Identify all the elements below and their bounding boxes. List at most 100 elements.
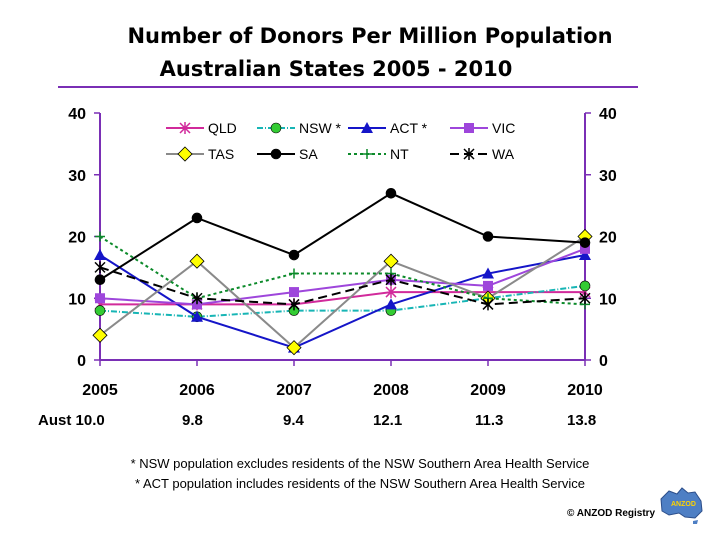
y-tick-label-left: 10 [68, 291, 86, 308]
aust-label: Aust 10.0 [38, 412, 105, 429]
data-point-wa [385, 273, 397, 286]
data-point-nt [95, 231, 105, 242]
legend-label: QLD [208, 120, 237, 136]
data-point-vic-shape [483, 280, 493, 291]
data-point-vic [289, 287, 299, 298]
y-tick-label-right: 40 [599, 106, 617, 123]
data-point-sa [94, 274, 106, 286]
footnote-act: * ACT population includes residents of t… [135, 476, 585, 491]
data-point-vic [192, 299, 202, 310]
copyright-text: © ANZOD Registry [567, 508, 656, 519]
legend-item-qld: QLD [166, 120, 237, 136]
data-point-tas [383, 253, 399, 269]
data-point-tas-shape [383, 253, 399, 269]
data-point-sa-shape [385, 187, 397, 199]
y-tick-label-right: 10 [599, 291, 617, 308]
aust-value-2009: 11.3 [475, 412, 504, 429]
data-point-tas [286, 340, 302, 356]
data-point-vic [483, 280, 493, 291]
legend-item-tas: TAS [166, 146, 234, 162]
series-line-qld [100, 291, 585, 306]
x-tick-label: 2010 [567, 382, 603, 399]
data-point-qld [385, 286, 397, 299]
data-point-sa [579, 237, 591, 248]
data-point-act-shape [191, 310, 203, 322]
legend-label: NSW * [299, 120, 342, 136]
data-point-tas-shape [92, 327, 108, 343]
aust-value-2006: 9.8 [182, 412, 203, 429]
data-point-wa-shape [579, 292, 591, 305]
data-point-sa-shape [482, 231, 494, 242]
data-point-wa-shape [191, 292, 203, 305]
legend-marker [362, 149, 372, 159]
chart-title-line2: Australian States 2005 - 2010 [159, 57, 513, 81]
series-line-sa [99, 192, 586, 281]
data-point-nsw-shape [94, 305, 106, 316]
y-tick-label-left: 40 [68, 106, 86, 123]
data-point-nsw-shape [579, 280, 591, 292]
series-line-tas [99, 235, 586, 349]
legend-marker-shape [270, 148, 282, 160]
data-point-tas [92, 327, 108, 343]
data-point-sa [385, 187, 397, 199]
line-chart: 0 0 10 10 20 20 30 30 40 40 2005 2006 2007 2008 2009 20… [68, 106, 617, 399]
x-tick-label: 2008 [373, 382, 409, 399]
data-point-act-shape [94, 249, 106, 261]
legend-item-act: ACT * [348, 120, 428, 136]
footnote-nsw: * NSW population excludes residents of t… [130, 456, 590, 471]
series-line-vic [99, 247, 586, 306]
data-point-wa-shape [94, 261, 106, 274]
legend-item-vic: VIC [450, 120, 515, 136]
data-point-nt [289, 268, 299, 279]
aust-value-2008: 12.1 [373, 412, 403, 429]
data-point-sa-shape [94, 274, 106, 286]
legend-item-nt: NT [348, 146, 409, 162]
data-point-wa [482, 298, 494, 311]
chart-title-line1: Number of Donors Per Million Population [127, 24, 613, 48]
x-tick-label: 2006 [179, 382, 215, 399]
x-tick-label: 2009 [470, 382, 506, 399]
series-sa [94, 187, 591, 286]
data-point-nt-shape [95, 231, 105, 242]
legend-marker-shape [179, 122, 191, 134]
data-point-act [482, 267, 494, 279]
legend-label: SA [299, 146, 318, 162]
legend-marker [270, 122, 282, 134]
legend-item-wa: WA [450, 146, 515, 162]
data-point-wa-shape [288, 298, 300, 311]
legend-marker [270, 148, 282, 160]
series-line-nsw [99, 284, 586, 318]
data-point-vic [580, 243, 590, 254]
legend-marker-shape [464, 123, 474, 133]
y-tick-label-left: 30 [68, 168, 86, 185]
legend-marker-shape [270, 122, 282, 134]
data-point-vic-shape [289, 287, 299, 298]
series-line-wa [99, 266, 586, 306]
data-point-act-shape [385, 298, 397, 310]
data-point-wa-shape [385, 273, 397, 286]
legend-label: NT [390, 146, 409, 162]
series-nsw [94, 280, 591, 323]
series-line-act [99, 254, 586, 349]
y-tick-label-left: 0 [77, 353, 86, 370]
y-tick-label-left: 20 [68, 230, 86, 247]
legend-label: WA [492, 146, 515, 162]
data-point-wa [94, 261, 106, 274]
data-point-vic [95, 293, 105, 304]
data-point-sa [191, 212, 203, 224]
legend-marker [361, 122, 373, 133]
data-point-nsw [579, 280, 591, 292]
data-point-sa [482, 231, 494, 242]
legend-label: TAS [208, 146, 234, 162]
legend-marker [464, 123, 474, 133]
legend-label: VIC [492, 120, 515, 136]
y-tick-label-right: 0 [599, 353, 608, 370]
series-line-nt [99, 235, 586, 306]
legend-item-nsw: NSW * [257, 120, 342, 136]
data-point-sa-shape [191, 212, 203, 224]
legend-box [163, 116, 541, 168]
legend-marker [177, 146, 193, 162]
svg-text:ANZOD: ANZOD [671, 501, 696, 508]
data-point-wa-shape [482, 298, 494, 311]
x-tick-label: 2005 [82, 382, 118, 399]
